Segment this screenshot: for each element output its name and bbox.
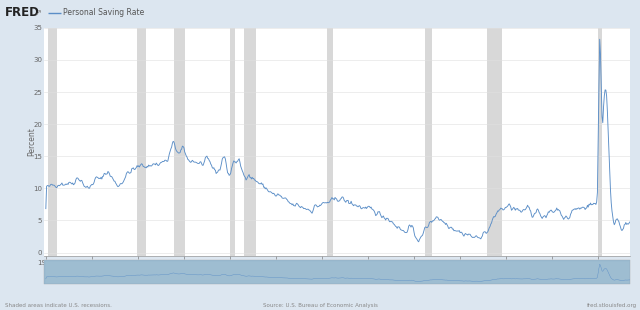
Bar [137,28,147,256]
Bar [48,28,56,256]
Bar [244,28,256,256]
Text: fred.stlouisfed.org: fred.stlouisfed.org [587,303,637,308]
Bar [327,28,333,256]
Y-axis label: Percent: Percent [28,127,36,156]
Text: ↗: ↗ [35,8,42,17]
Bar [230,28,236,256]
Bar [598,28,602,256]
Bar [487,28,502,256]
Bar [44,260,630,284]
Text: Shaded areas indicate U.S. recessions.: Shaded areas indicate U.S. recessions. [5,303,112,308]
Text: FRED: FRED [5,6,40,19]
Text: Source: U.S. Bureau of Economic Analysis: Source: U.S. Bureau of Economic Analysis [262,303,378,308]
Bar [425,28,432,256]
Bar [174,28,186,256]
Text: Personal Saving Rate: Personal Saving Rate [63,8,144,17]
